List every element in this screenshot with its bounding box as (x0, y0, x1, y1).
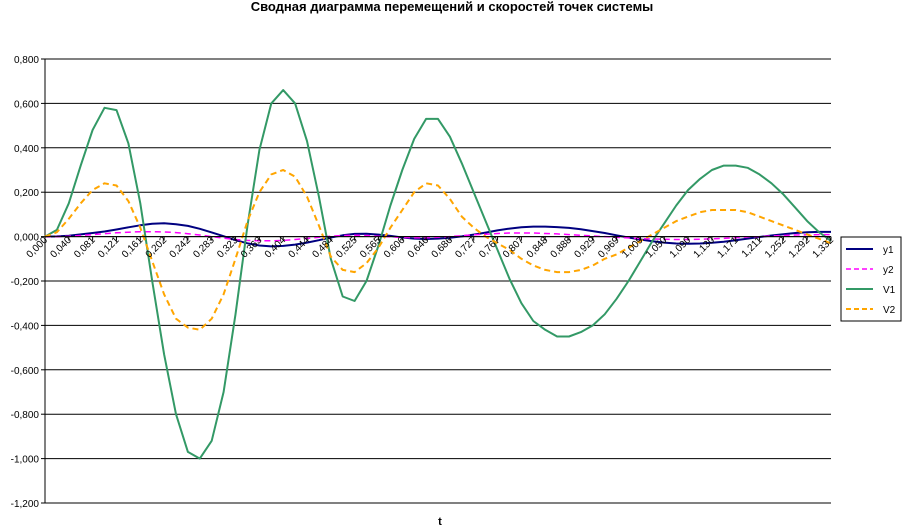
y-axis-ticks: 0,800 0,600 0,400 0,200 0,000 -0,200 -0,400 -0,… (11, 55, 45, 510)
x-tick-label: 0,363 (239, 235, 265, 261)
series-lines (44, 89, 832, 460)
x-tick-label: 0,283 (191, 235, 217, 261)
x-tick-label: 0,888 (549, 235, 575, 261)
x-tick-label: 0,081 (72, 235, 98, 261)
legend-label: y2 (883, 265, 894, 276)
legend: y1 y2 V1 V2 (840, 236, 902, 322)
y-tick-label: 0,800 (14, 55, 39, 66)
gridlines (44, 58, 831, 504)
x-tick-label: 0,525 (334, 235, 360, 261)
y-tick-label: -1,000 (11, 455, 40, 466)
x-tick-label: 0,767 (477, 235, 503, 261)
x-axis-label: t (438, 516, 442, 528)
y-tick-label: -0,800 (11, 410, 40, 421)
x-tick-label: 0,484 (310, 235, 336, 261)
x-tick-label: 0,727 (453, 235, 479, 261)
x-tick-label: 0,202 (144, 235, 170, 261)
x-tick-label: 0,242 (168, 235, 194, 261)
y-tick-label: 0,400 (14, 144, 39, 155)
legend-label: y1 (883, 245, 894, 256)
y-tick-label: 0,600 (14, 99, 39, 110)
x-tick-label: 0,929 (572, 235, 598, 261)
y-tick-label: -0,200 (11, 277, 40, 288)
x-tick-label: 0,121 (96, 235, 122, 261)
y-tick-label: -0,600 (11, 366, 40, 377)
legend-label: V1 (883, 285, 896, 296)
x-tick-label: 0,969 (596, 235, 622, 261)
x-tick-label: 0,848 (525, 235, 551, 261)
x-tick-label: 0,807 (501, 235, 527, 261)
y-tick-label: 0,000 (14, 233, 39, 244)
x-tick-label: 0,040 (48, 235, 74, 261)
x-tick-label: 0,161 (120, 235, 146, 261)
x-tick-label: 1,332 (811, 235, 837, 261)
series-line-y1 (44, 222, 831, 248)
x-tick-label: 1,130 (692, 235, 718, 261)
series-line-v2 (44, 169, 832, 331)
series-line-v1 (44, 89, 832, 460)
y-tick-label: -0,400 (11, 321, 40, 332)
x-tick-label: 1,252 (763, 235, 789, 261)
series-line-y2 (45, 230, 831, 242)
x-tick-label: 1,292 (787, 235, 813, 261)
y-tick-label: 0,200 (14, 188, 39, 199)
x-tick-label: 0,404 (263, 235, 289, 261)
legend-label: V2 (883, 305, 896, 316)
legend-box (840, 236, 902, 322)
y-tick-label: -1,200 (11, 499, 40, 510)
chart-title: Сводная диаграмма перемещений и скоросте… (251, 0, 654, 14)
x-tick-label: 1,090 (668, 235, 694, 261)
